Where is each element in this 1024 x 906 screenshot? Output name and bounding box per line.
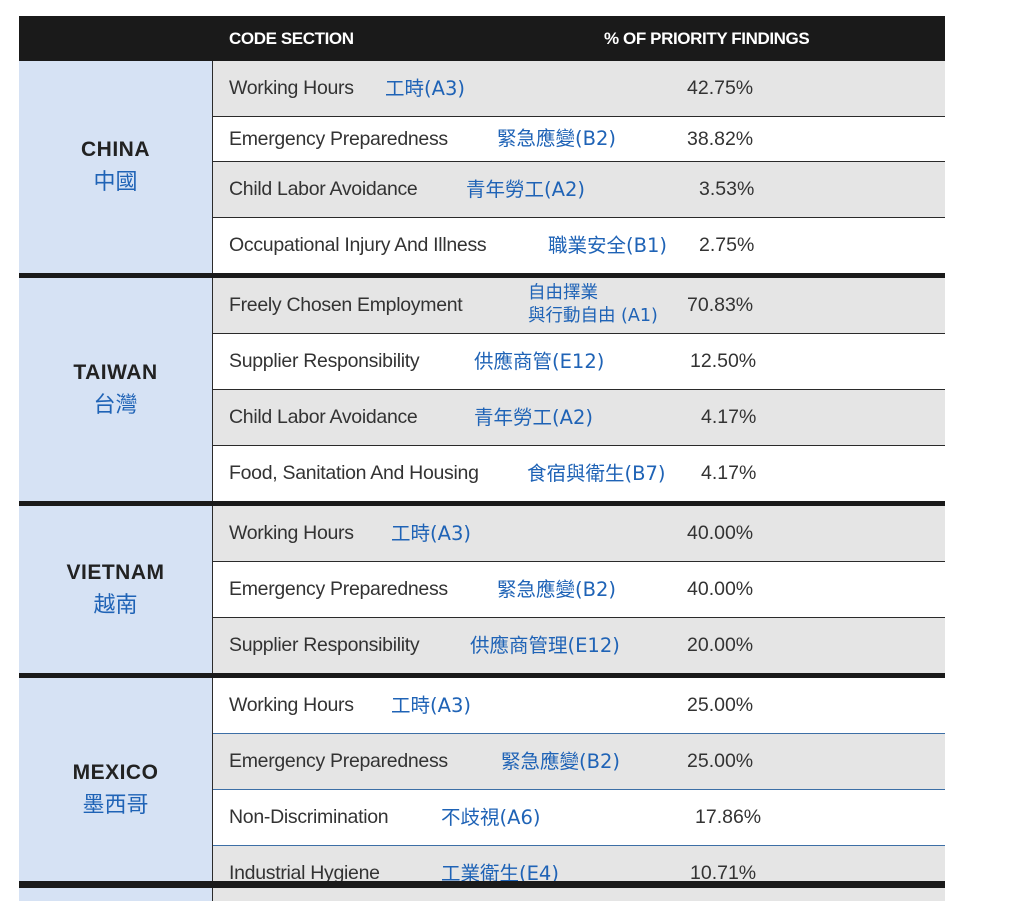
code-section-zh: 職業安全(B1) [548, 234, 667, 257]
table-row: Emergency Preparedness 緊急應變(B2) 25.00% [213, 734, 945, 790]
code-section-zh: 工時(A3) [385, 77, 465, 100]
code-section-en: Occupational Injury And Illness [229, 234, 487, 256]
code-section-en: Emergency Preparedness [229, 750, 448, 772]
code-section-en: Child Labor Avoidance [229, 406, 418, 428]
percent-value: 20.00% [687, 634, 754, 656]
code-section-zh: 緊急應變(B2) [501, 750, 620, 773]
table-row: Non-Discrimination 不歧視(A6) 17.86% [213, 790, 945, 846]
table-row: Emergency Preparedness 緊急應變(B2) 38.82% [213, 117, 945, 162]
country-cell: VIETNAM 越南 [19, 506, 213, 673]
country-name: TAIWAN [73, 360, 158, 384]
code-section-en: Freely Chosen Employment [229, 294, 463, 316]
table-row: Food, Sanitation And Housing 食宿與衛生(B7) 4… [213, 446, 945, 501]
code-section-en: Supplier Responsibility [229, 634, 420, 656]
country-name: VIETNAM [66, 560, 165, 584]
percent-value: 25.00% [687, 750, 754, 772]
country-cell: MEXICO 墨西哥 [19, 678, 213, 901]
table-row: Supplier Responsibility 供應商管(E12) 12.50% [213, 334, 945, 390]
group-mexico: MEXICO 墨西哥 Working Hours 工時(A3) 25.00% E… [19, 673, 945, 901]
table-row: Working Hours 工時(A3) 40.00% [213, 506, 945, 562]
country-cell: CHINA 中國 [19, 61, 213, 273]
code-section-zh: 工時(A3) [391, 522, 471, 545]
code-section-en: Emergency Preparedness [229, 128, 448, 150]
percent-value: 40.00% [687, 578, 754, 600]
country-name-chinese: 越南 [93, 592, 138, 618]
code-section-zh: 工業衛生(E4) [441, 862, 559, 885]
country-cell: TAIWAN 台灣 [19, 278, 213, 501]
code-section-zh-line2: 與行動自由 (A1) [528, 306, 658, 326]
code-section-en: Industrial Hygiene [229, 862, 380, 884]
code-section-zh: 青年勞工(A2) [474, 406, 593, 429]
table-row: Industrial Hygiene 工業衛生(E4) 10.71% [213, 846, 945, 901]
group-china: CHINA 中國 Working Hours 工時(A3) 42.75% Eme… [19, 61, 945, 273]
percent-value: 38.82% [687, 128, 754, 150]
code-section-zh: 緊急應變(B2) [497, 578, 616, 601]
code-section-zh: 供應商管(E12) [474, 350, 605, 373]
percent-value: 3.53% [699, 178, 755, 200]
code-section-en: Working Hours [229, 522, 354, 544]
code-section-en: Working Hours [229, 694, 354, 716]
code-section-zh: 食宿與衛生(B7) [527, 462, 666, 485]
percent-value: 4.17% [701, 406, 757, 428]
group-vietnam: VIETNAM 越南 Working Hours 工時(A3) 40.00% E… [19, 501, 945, 673]
code-section-en: Supplier Responsibility [229, 350, 420, 372]
header-code-section: CODE SECTION [229, 29, 354, 48]
percent-value: 12.50% [690, 350, 757, 372]
percent-value: 4.17% [701, 462, 757, 484]
code-section-en: Child Labor Avoidance [229, 178, 418, 200]
country-name: CHINA [81, 138, 150, 161]
table-row: Occupational Injury And Illness 職業安全(B1)… [213, 218, 945, 273]
percent-value: 10.71% [690, 862, 757, 884]
table-bottom-rule [19, 881, 945, 888]
code-section-zh: 緊急應變(B2) [497, 127, 616, 150]
table-row: Child Labor Avoidance 青年勞工(A2) 4.17% [213, 390, 945, 446]
code-section-zh: 供應商管理(E12) [470, 634, 620, 657]
percent-value: 70.83% [687, 294, 754, 316]
country-name: MEXICO [72, 760, 159, 784]
table-row: Emergency Preparedness 緊急應變(B2) 40.00% [213, 562, 945, 618]
country-name-chinese: 台灣 [93, 392, 138, 418]
code-section-zh: 青年勞工(A2) [466, 178, 585, 201]
group-taiwan: TAIWAN 台灣 Freely Chosen Employment 自由擇業 … [19, 273, 945, 501]
table-header: CODE SECTION % OF PRIORITY FINDINGS [19, 16, 945, 61]
percent-value: 25.00% [687, 694, 754, 716]
priority-findings-table: CODE SECTION % OF PRIORITY FINDINGS CHIN… [19, 16, 945, 901]
code-section-en: Working Hours [229, 77, 354, 99]
table-row: Child Labor Avoidance 青年勞工(A2) 3.53% [213, 162, 945, 218]
percent-value: 40.00% [687, 522, 754, 544]
code-section-zh: 工時(A3) [391, 694, 471, 717]
percent-value: 17.86% [695, 806, 762, 828]
code-section-zh-line1: 自由擇業 [528, 283, 598, 303]
code-section-en: Emergency Preparedness [229, 578, 448, 600]
country-name-chinese: 中國 [93, 170, 138, 195]
percent-value: 42.75% [687, 77, 754, 99]
header-percent-findings: % OF PRIORITY FINDINGS [604, 29, 810, 48]
code-section-en: Food, Sanitation And Housing [229, 462, 479, 484]
code-section-en: Non-Discrimination [229, 806, 389, 828]
code-section-zh: 不歧視(A6) [441, 806, 541, 829]
table-row: Working Hours 工時(A3) 42.75% [213, 61, 945, 117]
table-row: Working Hours 工時(A3) 25.00% [213, 678, 945, 734]
table-row: Supplier Responsibility 供應商管理(E12) 20.00… [213, 618, 945, 673]
table-row: Freely Chosen Employment 自由擇業 與行動自由 (A1)… [213, 278, 945, 334]
percent-value: 2.75% [699, 234, 755, 256]
country-name-chinese: 墨西哥 [82, 792, 149, 818]
